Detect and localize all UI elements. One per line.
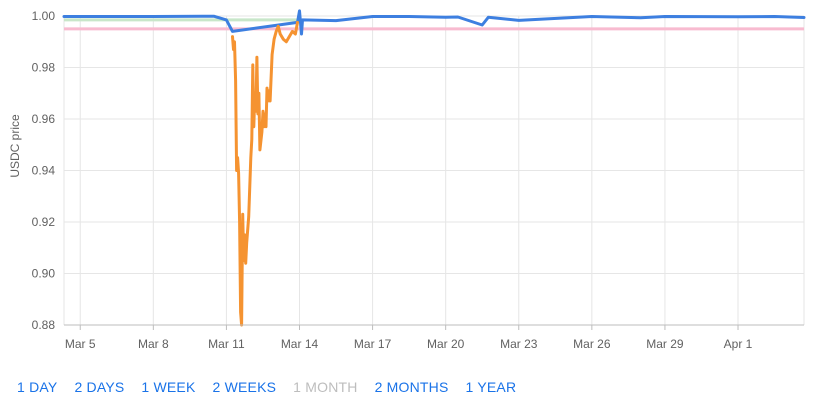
x-tick-label: Mar 29 (646, 337, 684, 351)
chart-axes: 0.88 0.90 0.92 0.94 0.96 0.98 1.00 Mar 5 Mar 8 Ma… (32, 9, 804, 351)
y-tick-label: 0.96 (32, 112, 56, 126)
reference-lines (64, 18, 804, 31)
chart-grid (63, 15, 805, 326)
x-tick-label: Mar 14 (281, 337, 319, 351)
y-tick-label: 0.98 (32, 61, 56, 75)
x-tick-label: Mar 17 (354, 337, 392, 351)
y-axis-label: USDC price (8, 114, 22, 178)
y-tick-label: 0.92 (32, 215, 56, 229)
range-1-week-button[interactable]: 1 WEEK (141, 379, 196, 395)
x-tick-label: Mar 11 (208, 337, 245, 351)
x-tick-label: Mar 20 (427, 337, 465, 351)
range-1-month-button: 1 MONTH (293, 379, 358, 395)
y-tick-label: 1.00 (32, 9, 56, 23)
range-1-year-button[interactable]: 1 YEAR (465, 379, 517, 395)
price-line-blue (62, 9, 806, 36)
x-tick-label: Apr 1 (724, 337, 753, 351)
y-tick-label: 0.88 (32, 318, 56, 332)
x-tick-label: Mar 23 (500, 337, 538, 351)
y-tick-label: 0.94 (32, 164, 56, 178)
y-tick-label: 0.90 (32, 267, 56, 281)
x-tick-label: Mar 26 (573, 337, 611, 351)
range-2-months-button[interactable]: 2 MONTHS (374, 379, 449, 395)
range-2-days-button[interactable]: 2 DAYS (74, 379, 125, 395)
chart-series (62, 9, 806, 327)
price-line-orange (231, 20, 299, 327)
x-tick-label: Mar 5 (65, 337, 96, 351)
range-2-weeks-button[interactable]: 2 WEEKS (212, 379, 277, 395)
time-range-selector: 1 DAY 2 DAYS 1 WEEK 2 WEEKS 1 MONTH 2 MO… (17, 379, 533, 395)
range-1-day-button[interactable]: 1 DAY (17, 379, 58, 395)
x-tick-label: Mar 8 (138, 337, 169, 351)
